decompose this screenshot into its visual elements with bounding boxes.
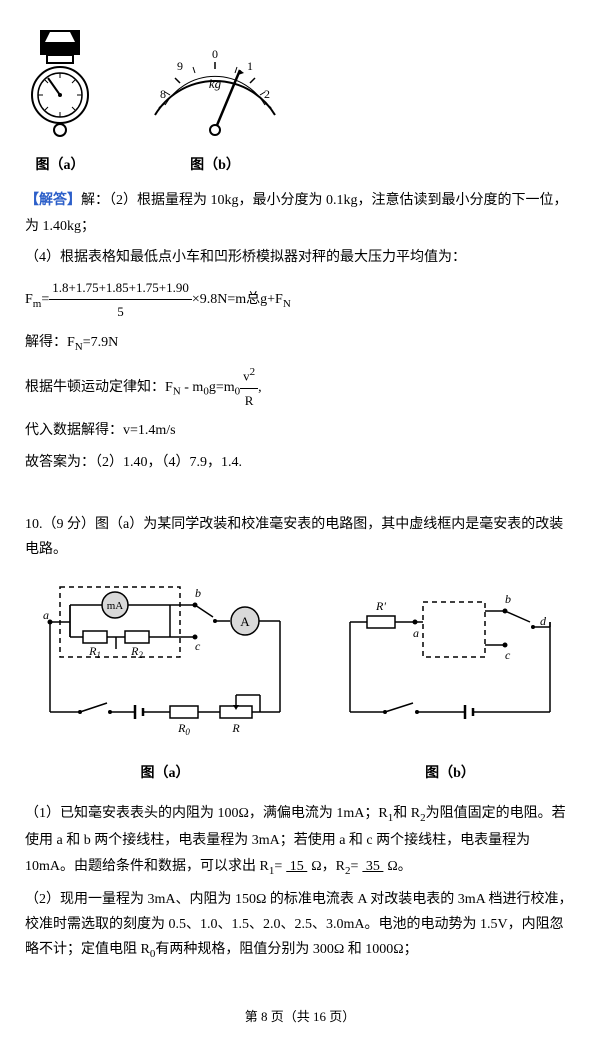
solution-line-3: 解得：FN=7.9N bbox=[25, 330, 575, 358]
figure-b-label: 图（b） bbox=[135, 153, 295, 178]
svg-text:b: b bbox=[505, 592, 511, 606]
spring-scale-icon bbox=[25, 30, 95, 140]
svg-text:9: 9 bbox=[177, 59, 183, 73]
svg-text:R2: R2 bbox=[130, 644, 143, 660]
svg-text:2: 2 bbox=[264, 87, 270, 101]
svg-text:a: a bbox=[43, 608, 49, 622]
figure-a-label: 图（a） bbox=[25, 153, 95, 178]
svg-text:b: b bbox=[195, 586, 201, 600]
solution-line-1: 【解答】解：（2）根据量程为 10kg，最小分度为 0.1kg，注意估读到最小分… bbox=[25, 188, 575, 238]
fraction-v2r: v2R bbox=[240, 363, 258, 412]
fraction-fm: 1.8+1.75+1.85+1.75+1.905 bbox=[49, 276, 192, 324]
solution-heading: 【解答】 bbox=[25, 193, 81, 208]
svg-text:0: 0 bbox=[212, 47, 218, 61]
solution-line-4: 根据牛顿运动定律知：FN - m0g=m0v2R, bbox=[25, 363, 575, 412]
circuit-a-label: 图（a） bbox=[35, 761, 295, 786]
svg-text:R': R' bbox=[375, 599, 386, 613]
svg-text:mA: mA bbox=[107, 600, 124, 612]
page-footer: 第 8 页（共 16 页） bbox=[25, 1005, 575, 1028]
circuit-b: R' a b c d 图（b） bbox=[335, 577, 565, 785]
circuit-a: mA R1 R2 a b c bbox=[35, 577, 295, 785]
svg-text:A: A bbox=[240, 614, 250, 629]
figure-a: 图（a） bbox=[25, 30, 95, 178]
svg-text:R: R bbox=[231, 721, 240, 735]
svg-text:8: 8 bbox=[160, 87, 166, 101]
dial-gauge-icon: 8 9 0 1 2 kg bbox=[135, 20, 295, 140]
circuit-a-svg: mA R1 R2 a b c bbox=[35, 577, 295, 747]
circuits-row: mA R1 R2 a b c bbox=[25, 577, 575, 785]
circuit-b-label: 图（b） bbox=[335, 761, 565, 786]
q10-title: 10.（9 分）图（a）为某同学改装和校准毫安表的电路图，其中虚线框内是毫安表的… bbox=[25, 512, 575, 562]
solution-line-2: （4）根据表格知最低点小车和凹形桥模拟器对秤的最大压力平均值为： bbox=[25, 245, 575, 270]
svg-text:R0: R0 bbox=[177, 721, 190, 737]
blank-r1: 15 bbox=[282, 859, 311, 874]
circuit-b-svg: R' a b c d bbox=[335, 577, 565, 747]
svg-text:c: c bbox=[505, 648, 511, 662]
svg-text:d: d bbox=[540, 614, 547, 628]
q10-p2: （2）现用一量程为 3mA、内阻为 150Ω 的标准电流表 A 对改装电表的 3… bbox=[25, 887, 575, 965]
q10-p1: （1）已知毫安表表头的内阻为 100Ω，满偏电流为 1mA；R1和 R2为阻值固… bbox=[25, 801, 575, 881]
solution-line-6: 故答案为：（2）1.40，（4）7.9，1.4. bbox=[25, 450, 575, 475]
top-figures: 图（a） 8 9 0 1 2 bbox=[25, 20, 575, 178]
svg-text:c: c bbox=[195, 639, 201, 653]
gauge-unit: kg bbox=[209, 76, 222, 91]
svg-text:a: a bbox=[413, 626, 419, 640]
figure-b: 8 9 0 1 2 kg 图（b bbox=[135, 20, 295, 178]
solution-line-5: 代入数据解得：v=1.4m/s bbox=[25, 418, 575, 443]
blank-r2: 35 bbox=[358, 859, 387, 874]
formula-fm: Fm=1.8+1.75+1.85+1.75+1.905×9.8N=m总g+FN bbox=[25, 276, 575, 324]
svg-text:1: 1 bbox=[247, 59, 253, 73]
svg-text:R1: R1 bbox=[88, 644, 101, 660]
